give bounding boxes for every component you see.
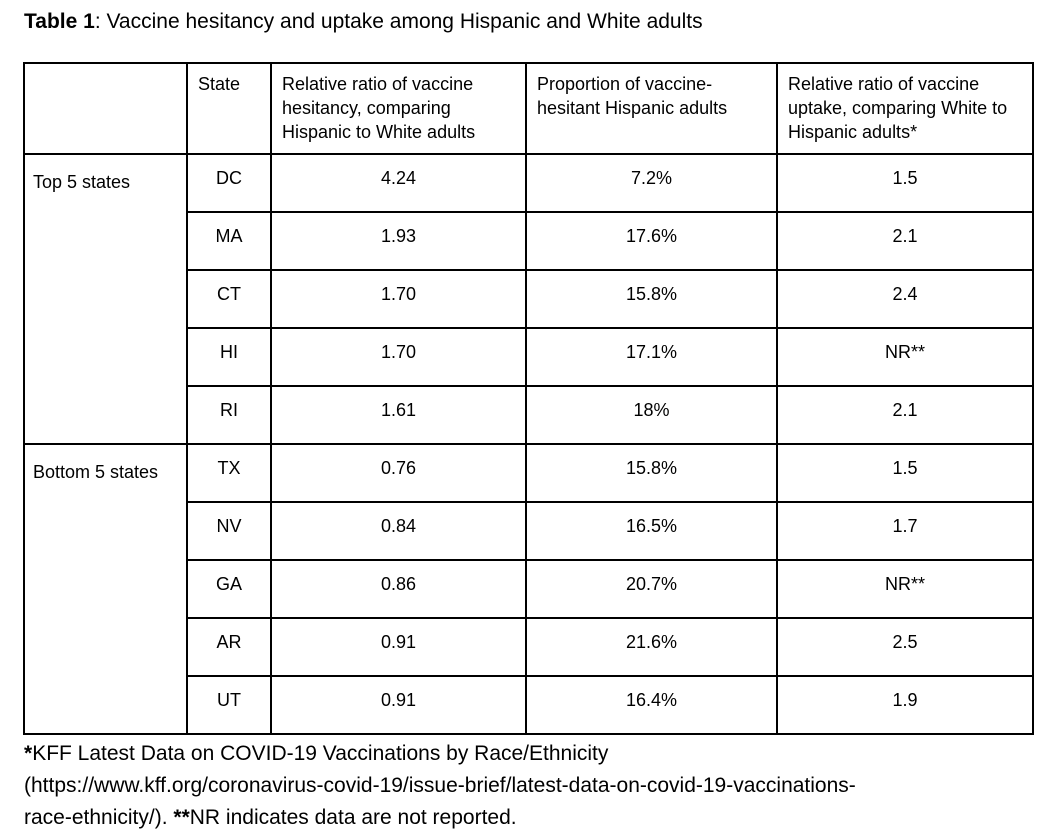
cell-proportion: 18% bbox=[525, 385, 778, 445]
header-hesitancy-ratio: Relative ratio of vaccine hesitancy, com… bbox=[270, 62, 527, 155]
footnote: *KFF Latest Data on COVID-19 Vaccination… bbox=[24, 738, 1064, 834]
footnote-line-2: (https://www.kff.org/coronavirus-covid-1… bbox=[24, 770, 1064, 802]
cell-hesitancy: 1.61 bbox=[270, 385, 527, 445]
cell-state: RI bbox=[186, 385, 272, 445]
cell-uptake: 1.9 bbox=[776, 675, 1034, 735]
footnote-nr-text: NR indicates data are not reported. bbox=[189, 806, 517, 829]
group-label-bottom5: Bottom 5 states bbox=[23, 443, 188, 735]
header-state: State bbox=[186, 62, 272, 155]
table-row: MA 1.93 17.6% 2.1 bbox=[24, 211, 1034, 271]
cell-state: UT bbox=[186, 675, 272, 735]
table-row: CT 1.70 15.8% 2.4 bbox=[24, 269, 1034, 329]
cell-proportion: 15.8% bbox=[525, 269, 778, 329]
group-label-top5: Top 5 states bbox=[23, 153, 188, 445]
cell-hesitancy: 0.91 bbox=[270, 675, 527, 735]
cell-state: TX bbox=[186, 443, 272, 503]
cell-proportion: 17.6% bbox=[525, 211, 778, 271]
footnote-asterisk: * bbox=[24, 742, 33, 765]
table-row: NV 0.84 16.5% 1.7 bbox=[24, 501, 1034, 561]
table-row: RI 1.61 18% 2.1 bbox=[24, 385, 1034, 445]
cell-state: HI bbox=[186, 327, 272, 387]
header-group bbox=[23, 62, 188, 155]
cell-hesitancy: 1.70 bbox=[270, 327, 527, 387]
cell-hesitancy: 0.91 bbox=[270, 617, 527, 677]
cell-state: NV bbox=[186, 501, 272, 561]
cell-proportion: 20.7% bbox=[525, 559, 778, 619]
header-uptake-ratio: Relative ratio of vaccine uptake, compar… bbox=[776, 62, 1034, 155]
cell-uptake: 2.4 bbox=[776, 269, 1034, 329]
cell-uptake: 1.5 bbox=[776, 443, 1034, 503]
footnote-url-end: race-ethnicity/). bbox=[24, 806, 174, 829]
cell-hesitancy: 4.24 bbox=[270, 153, 527, 213]
table-title-label: Table 1 bbox=[24, 10, 95, 33]
cell-state: AR bbox=[186, 617, 272, 677]
cell-proportion: 15.8% bbox=[525, 443, 778, 503]
data-table: State Relative ratio of vaccine hesitanc… bbox=[23, 62, 1034, 735]
cell-uptake: 1.5 bbox=[776, 153, 1034, 213]
footnote-url-text: (https://www.kff.org/coronavirus-covid-1… bbox=[24, 774, 856, 797]
cell-state: CT bbox=[186, 269, 272, 329]
cell-state: MA bbox=[186, 211, 272, 271]
cell-hesitancy: 0.84 bbox=[270, 501, 527, 561]
footnote-source-text: KFF Latest Data on COVID-19 Vaccinations… bbox=[32, 742, 609, 765]
cell-uptake: 1.7 bbox=[776, 501, 1034, 561]
cell-state: GA bbox=[186, 559, 272, 619]
header-row: State Relative ratio of vaccine hesitanc… bbox=[23, 62, 1034, 155]
cell-proportion: 17.1% bbox=[525, 327, 778, 387]
cell-uptake: NR** bbox=[776, 327, 1034, 387]
cell-proportion: 7.2% bbox=[525, 153, 778, 213]
footnote-line-1: *KFF Latest Data on COVID-19 Vaccination… bbox=[24, 738, 1064, 770]
cell-hesitancy: 0.76 bbox=[270, 443, 527, 503]
footnote-line-3: race-ethnicity/). **NR indicates data ar… bbox=[24, 802, 1064, 834]
cell-hesitancy: 0.86 bbox=[270, 559, 527, 619]
cell-proportion: 16.5% bbox=[525, 501, 778, 561]
cell-hesitancy: 1.93 bbox=[270, 211, 527, 271]
cell-proportion: 16.4% bbox=[525, 675, 778, 735]
table-row: UT 0.91 16.4% 1.9 bbox=[24, 675, 1034, 735]
cell-uptake: 2.1 bbox=[776, 211, 1034, 271]
cell-uptake: 2.5 bbox=[776, 617, 1034, 677]
table-row: Bottom 5 states TX 0.76 15.8% 1.5 bbox=[23, 443, 1034, 735]
table-row: GA 0.86 20.7% NR** bbox=[24, 559, 1034, 619]
table-title: Table 1: Vaccine hesitancy and uptake am… bbox=[24, 8, 1064, 36]
table-row: Top 5 states DC 4.24 7.2% 1.5 bbox=[23, 153, 1034, 445]
cell-proportion: 21.6% bbox=[525, 617, 778, 677]
cell-uptake: 2.1 bbox=[776, 385, 1034, 445]
table-title-text: : Vaccine hesitancy and uptake among His… bbox=[94, 10, 703, 33]
footnote-double-asterisk: ** bbox=[173, 806, 190, 829]
cell-hesitancy: 1.70 bbox=[270, 269, 527, 329]
cell-state: DC bbox=[186, 153, 272, 213]
header-proportion: Proportion of vaccine-hesitant Hispanic … bbox=[525, 62, 778, 155]
table-row: HI 1.70 17.1% NR** bbox=[24, 327, 1034, 387]
table-row: AR 0.91 21.6% 2.5 bbox=[24, 617, 1034, 677]
cell-uptake: NR** bbox=[776, 559, 1034, 619]
